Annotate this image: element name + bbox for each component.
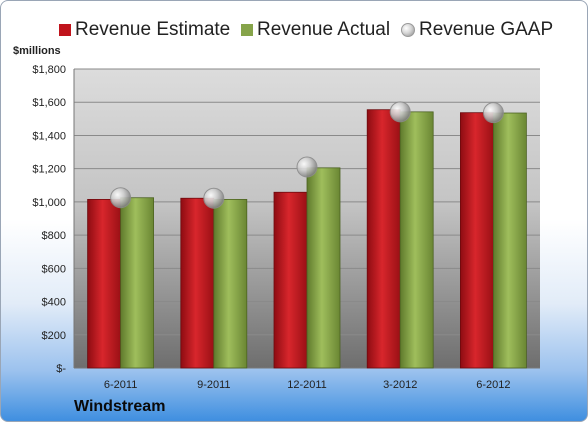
bar-revenue-estimate: [87, 198, 121, 369]
gaap-markers: [110, 101, 504, 209]
marker-revenue-gaap: [203, 187, 225, 209]
marker-revenue-gaap: [296, 156, 318, 178]
legend-item-revenue-actual: Revenue Actual: [241, 17, 390, 43]
y-tick-label: $1,800: [32, 64, 66, 76]
bar-revenue-actual: [399, 111, 434, 369]
bar-revenue-estimate: [273, 191, 308, 369]
x-tick-label: 12-2011: [287, 379, 327, 391]
y-tick-label: $1,400: [32, 130, 66, 142]
bars: [87, 109, 527, 369]
y-tick-label: $600: [42, 263, 66, 275]
x-tick-label: 6-2012: [476, 379, 510, 391]
y-tick-label: $1,200: [32, 164, 66, 176]
bar-revenue-actual: [492, 112, 527, 369]
bar-revenue-estimate: [366, 109, 401, 369]
legend-item-revenue-estimate: Revenue Estimate: [59, 17, 230, 43]
legend-label-actual: Revenue Actual: [257, 19, 391, 40]
bar-revenue-estimate: [180, 197, 215, 369]
y-tick-label: $200: [42, 330, 66, 342]
legend-label-estimate: Revenue Estimate: [75, 19, 231, 40]
y-tick-label: $1,000: [32, 197, 66, 209]
bar-revenue-actual: [306, 167, 341, 369]
x-tick-label: 6-2011: [104, 379, 137, 391]
legend-swatch-estimate: [59, 24, 71, 36]
y-tick-label: $-: [56, 363, 66, 375]
legend-marker-gaap: [401, 23, 415, 37]
x-tick-labels: 6-2011 9-2011 12-2011 3-2012 6-2012: [104, 379, 511, 391]
bar-revenue-estimate: [459, 112, 494, 369]
legend-item-revenue-gaap: Revenue GAAP: [401, 17, 553, 43]
y-axis-unit-label: $millions: [13, 45, 61, 57]
marker-revenue-gaap: [110, 187, 132, 209]
bar-revenue-actual: [213, 198, 248, 369]
marker-revenue-gaap: [389, 101, 411, 123]
legend: Revenue Estimate Revenue Actual Revenue …: [1, 17, 587, 43]
x-tick-label: 9-2011: [197, 379, 230, 391]
legend-swatch-actual: [241, 24, 253, 36]
legend-label-gaap: Revenue GAAP: [419, 19, 554, 40]
y-tick-labels: $- $200 $400 $600 $800 $1,000 $1,200 $1,400 $1,6…: [32, 64, 66, 375]
y-tick-label: $400: [42, 297, 66, 309]
marker-revenue-gaap: [482, 102, 504, 124]
y-tick-label: $1,600: [32, 97, 66, 109]
x-tick-label: 3-2012: [383, 379, 417, 391]
y-tick-label: $800: [42, 230, 66, 242]
bar-revenue-actual: [120, 197, 154, 369]
company-name: Windstream: [74, 398, 166, 415]
